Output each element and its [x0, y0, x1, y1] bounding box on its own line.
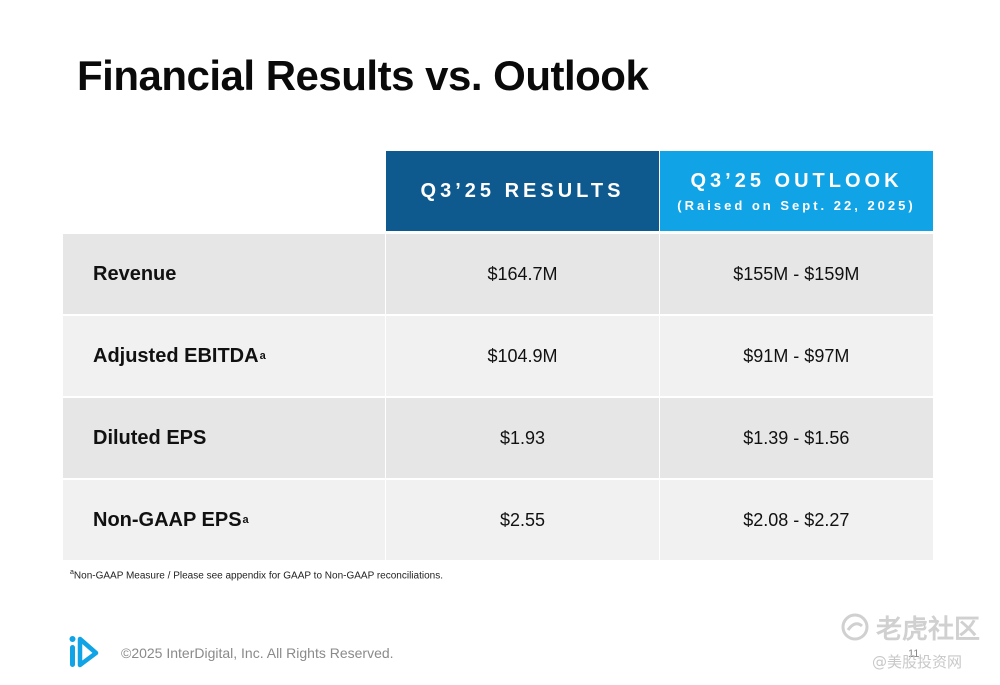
outlook-value: $2.08 - $2.27	[658, 480, 933, 560]
table-row: Adjusted EBITDA a $104.9M $91M - $97M	[63, 316, 933, 398]
row-label-text: Diluted EPS	[93, 426, 207, 449]
table-row: Non-GAAP EPS a $2.55 $2.08 - $2.27	[63, 480, 933, 562]
outlook-value: $91M - $97M	[658, 316, 933, 396]
row-label: Diluted EPS	[63, 398, 385, 478]
header-results-label: Q3’25 RESULTS	[420, 179, 625, 202]
table-row: Diluted EPS $1.93 $1.39 - $1.56	[63, 398, 933, 480]
results-value: $1.93	[385, 398, 658, 478]
slide-title: Financial Results vs. Outlook	[77, 52, 649, 99]
tiger-logo-icon	[841, 613, 869, 641]
footnote: aNon-GAAP Measure / Please see appendix …	[70, 569, 443, 581]
header-q3-outlook: Q3’25 OUTLOOK (Raised on Sept. 22, 2025)	[660, 151, 933, 231]
outlook-value: $1.39 - $1.56	[658, 398, 933, 478]
row-label: Adjusted EBITDA a	[63, 316, 385, 396]
footnote-marker: a	[242, 514, 249, 526]
row-label: Revenue	[63, 234, 385, 314]
footnote-marker: a	[259, 350, 266, 362]
results-value: $104.9M	[385, 316, 658, 396]
copyright-text: ©2025 InterDigital, Inc. All Rights Rese…	[121, 645, 394, 661]
row-label-text: Revenue	[93, 262, 177, 285]
watermark-main: 老虎社区	[876, 615, 981, 645]
footnote-text: Non-GAAP Measure / Please see appendix f…	[73, 570, 443, 582]
results-table: Revenue $164.7M $155M - $159M Adjusted E…	[63, 234, 933, 562]
interdigital-logo-icon	[69, 636, 99, 668]
header-q3-results: Q3’25 RESULTS	[386, 151, 659, 231]
footnote-symbol: a	[70, 569, 74, 576]
row-label-text: Non-GAAP EPS	[93, 508, 242, 531]
header-outlook-note: (Raised on Sept. 22, 2025)	[677, 197, 916, 213]
results-value: $2.55	[385, 480, 658, 560]
row-label: Non-GAAP EPS a	[63, 480, 385, 560]
results-value: $164.7M	[385, 234, 658, 314]
row-label-text: Adjusted EBITDA	[93, 344, 259, 367]
page-number: 11	[908, 648, 920, 660]
header-outlook-label: Q3’25 OUTLOOK	[690, 169, 903, 192]
watermark-sub: @美股投资网	[872, 653, 963, 671]
outlook-value: $155M - $159M	[658, 234, 933, 314]
table-row: Revenue $164.7M $155M - $159M	[63, 234, 933, 316]
